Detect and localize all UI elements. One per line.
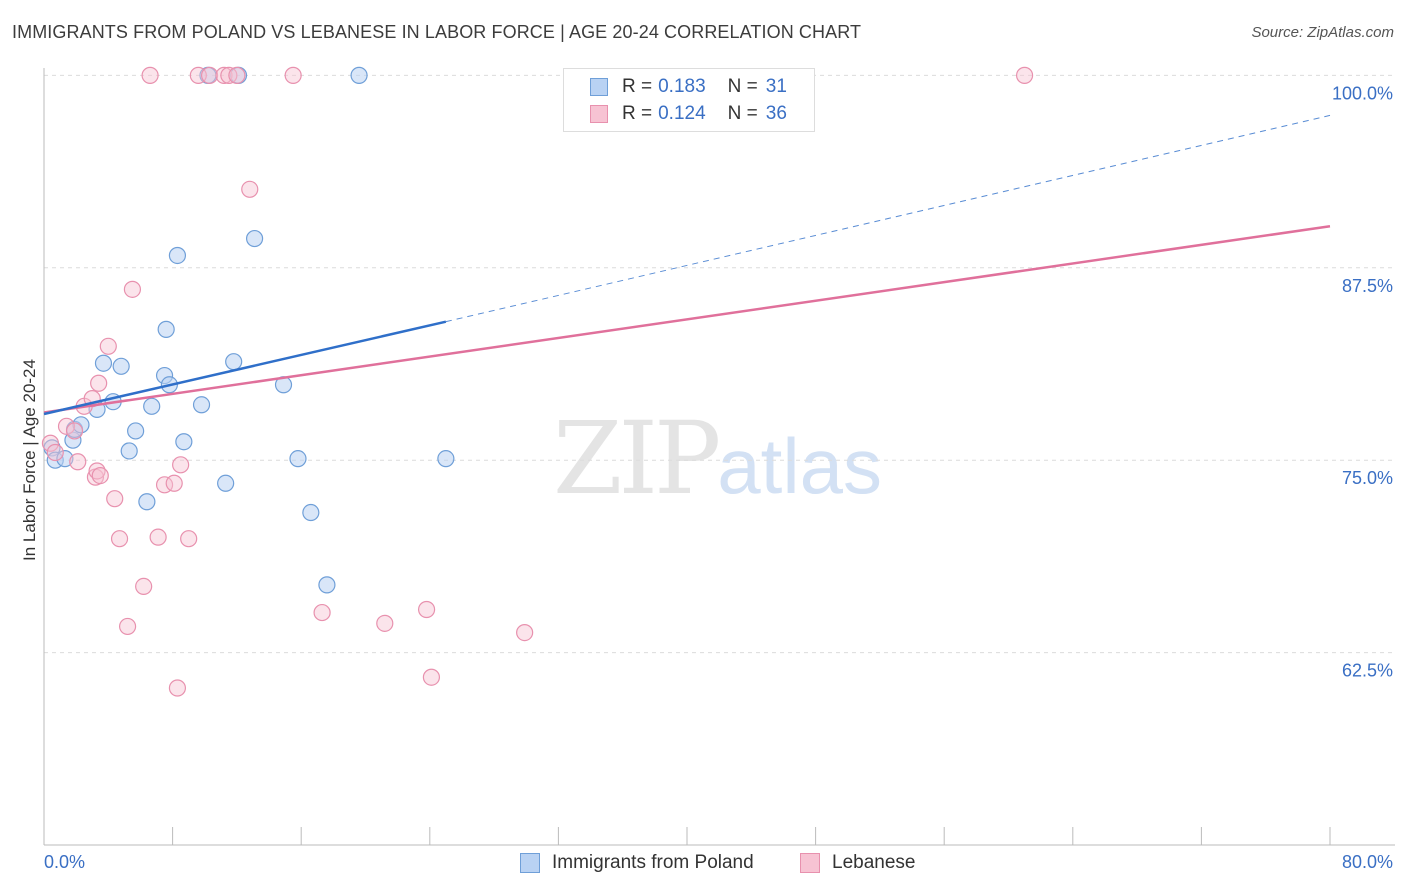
poland-point <box>302 503 320 522</box>
poland-point <box>437 450 455 468</box>
lebanese-point <box>180 530 198 548</box>
lebanese-legend-swatch-icon <box>800 853 820 873</box>
lebanese-point <box>110 530 129 548</box>
x-tick-label: 80.0% <box>1342 852 1393 872</box>
poland-point <box>157 320 175 338</box>
legend-n-value: 36 <box>765 103 787 124</box>
bottom-legend-lebanese-label: Lebanese <box>832 852 916 873</box>
lebanese-point <box>422 668 441 686</box>
poland-point <box>289 450 307 468</box>
poland-point <box>143 397 161 415</box>
lebanese-point <box>99 337 117 355</box>
poland-point <box>245 229 264 248</box>
poland-point <box>168 246 187 265</box>
legend-r-label: R = <box>622 103 653 124</box>
lebanese-point <box>1015 66 1034 84</box>
lebanese-point <box>46 443 64 462</box>
lebanese-point <box>118 617 137 636</box>
x-tick-label: 0.0% <box>44 852 85 872</box>
lebanese-point <box>284 66 302 84</box>
poland-point <box>217 474 235 492</box>
poland-point <box>138 493 156 511</box>
poland-point <box>192 396 211 414</box>
watermark-zip: ZIP <box>553 400 721 517</box>
lebanese-point <box>165 474 183 492</box>
lebanese-point <box>90 374 108 392</box>
legend-row-lebanese: R = 0.124 N = 36 <box>590 102 787 126</box>
poland-point <box>225 353 243 371</box>
poland-point <box>175 433 193 451</box>
poland-trend-extension <box>445 114 1331 323</box>
poland-point <box>72 416 90 434</box>
lebanese-point <box>69 453 87 471</box>
bottom-legend-poland-label: Immigrants from Poland <box>552 852 754 873</box>
lebanese-point <box>65 422 84 440</box>
poland-point <box>112 357 130 375</box>
lebanese-point <box>516 623 534 642</box>
legend-n-label: N = <box>727 76 758 97</box>
lebanese-swatch-icon <box>590 105 608 123</box>
lebanese-point <box>215 66 233 84</box>
poland-point <box>56 450 74 468</box>
lebanese-point <box>172 456 190 474</box>
poland-point <box>120 442 138 460</box>
lebanese-trend-line <box>43 224 1331 414</box>
lebanese-point <box>313 603 331 622</box>
lebanese-point <box>228 66 246 84</box>
lebanese-point <box>241 180 259 198</box>
lebanese-point <box>135 577 153 596</box>
legend-n-label: N = <box>727 103 758 124</box>
lebanese-point <box>57 417 76 435</box>
poland-legend-swatch-icon <box>520 853 540 873</box>
y-tick-label: 62.5% <box>1342 661 1393 681</box>
poland-swatch-icon <box>590 78 608 96</box>
poland-point <box>318 576 336 594</box>
poland-trend-line <box>43 320 447 416</box>
lebanese-point <box>141 66 159 84</box>
lebanese-point <box>200 66 219 84</box>
legend-n-value: 31 <box>765 76 787 97</box>
y-tick-label: 87.5% <box>1342 276 1393 296</box>
bottom-legend-poland: Immigrants from Poland <box>520 852 754 874</box>
legend-row-poland: R = 0.183 N = 31 <box>590 75 787 99</box>
lebanese-point <box>123 280 142 298</box>
source-credit: Source: ZipAtlas.com <box>1251 24 1394 41</box>
legend-r-value: 0.124 <box>658 103 706 124</box>
lebanese-point <box>376 614 394 632</box>
lebanese-point <box>88 462 106 480</box>
poland-point <box>350 66 368 84</box>
lebanese-point <box>41 434 60 452</box>
legend-r-value: 0.183 <box>658 76 706 97</box>
lebanese-point <box>149 528 167 546</box>
bottom-legend-lebanese: Lebanese <box>800 852 915 874</box>
y-axis-label: In Labor Force | Age 20-24 <box>20 359 39 561</box>
y-tick-label: 75.0% <box>1342 468 1393 488</box>
poland-point <box>94 354 113 372</box>
zipatlas-watermark: ZIPatlas <box>553 400 882 517</box>
y-tick-label: 100.0% <box>1332 83 1393 103</box>
watermark-atlas: atlas <box>717 422 883 510</box>
lebanese-point <box>168 679 187 697</box>
poland-point <box>127 422 145 440</box>
legend-r-label: R = <box>622 76 653 97</box>
lebanese-point <box>417 600 436 619</box>
chart-title: IMMIGRANTS FROM POLAND VS LEBANESE IN LA… <box>12 22 862 42</box>
correlation-legend: R = 0.183 N = 31 R = 0.124 N = 36 <box>563 68 815 132</box>
lebanese-point <box>106 490 124 508</box>
lebanese-point <box>91 466 109 485</box>
